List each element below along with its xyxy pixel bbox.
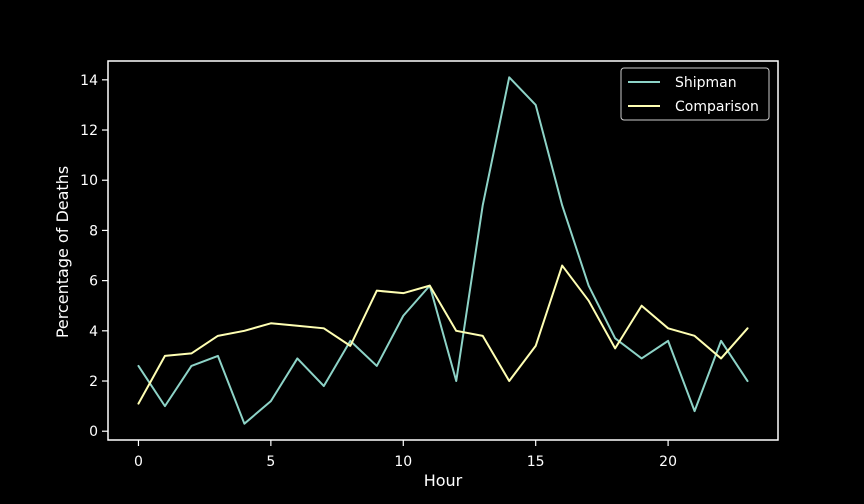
series-line-shipman — [137, 76, 749, 425]
series-line-comparison — [137, 264, 749, 405]
axis-ticks: 0 5 10 15 20 0 2 4 6 8 10 12 14 — [80, 73, 677, 470]
legend-label-comparison: Comparison — [675, 99, 759, 115]
legend-label-shipman: Shipman — [675, 75, 737, 91]
x-axis-label: Hour — [424, 471, 463, 490]
x-tick-label: 5 — [266, 454, 275, 470]
legend: Shipman Comparison — [620, 67, 770, 121]
y-tick-label: 12 — [80, 123, 98, 139]
y-axis-label: Percentage of Deaths — [53, 166, 72, 338]
y-tick-label: 0 — [89, 424, 98, 440]
y-tick-label: 2 — [89, 374, 98, 390]
y-tick-label: 8 — [89, 223, 98, 239]
y-tick-label: 4 — [89, 324, 98, 340]
x-tick-label: 10 — [394, 454, 412, 470]
x-tick-label: 20 — [659, 454, 677, 470]
plot-frame — [107, 60, 779, 441]
y-tick-label: 10 — [80, 173, 98, 189]
x-tick-label: 15 — [527, 454, 545, 470]
y-tick-label: 14 — [80, 73, 98, 89]
series-lines — [137, 76, 749, 425]
x-tick-label: 0 — [134, 454, 143, 470]
y-tick-label: 6 — [89, 274, 98, 290]
